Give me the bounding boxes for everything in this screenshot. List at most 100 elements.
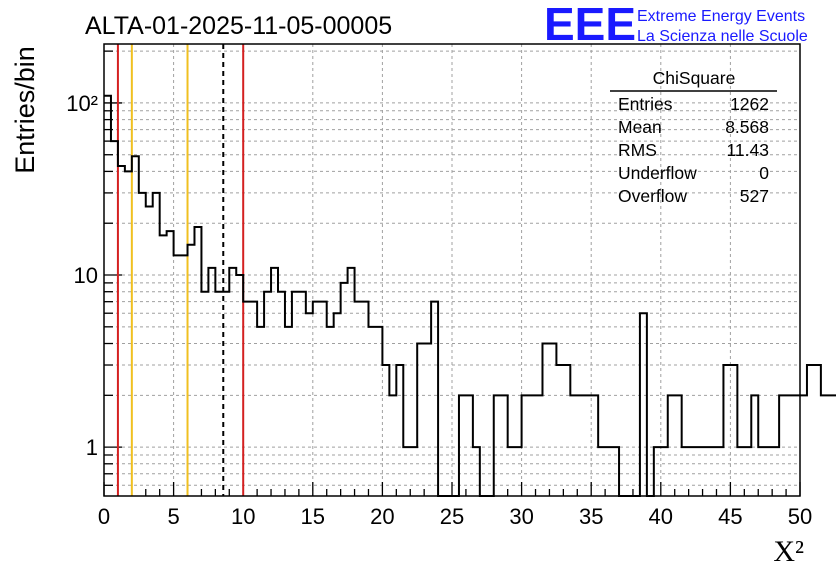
- histogram-bin: [396, 365, 403, 496]
- histogram-bin: [828, 395, 835, 496]
- histogram-bin: [501, 395, 508, 496]
- histogram-bin: [111, 141, 118, 496]
- logo: EEE Extreme Energy Events La Scienza nel…: [544, 0, 808, 50]
- x-axis-label: X²: [773, 535, 804, 568]
- histogram-bin: [577, 395, 584, 496]
- histogram-bin: [368, 327, 375, 496]
- x-tick-label: 10: [231, 504, 255, 529]
- histogram-bin: [459, 395, 466, 496]
- histogram-bin: [710, 447, 717, 496]
- histogram-bin: [257, 327, 264, 496]
- histogram-bin: [716, 447, 723, 496]
- x-tick-label: 45: [718, 504, 742, 529]
- histogram-bin: [800, 395, 807, 496]
- y-tick-labels: 1 10 10²: [66, 91, 98, 460]
- stats-value: 8.568: [725, 117, 769, 137]
- histogram-bin: [424, 344, 431, 496]
- stats-value: 1262: [730, 94, 769, 114]
- histogram-bin: [668, 395, 675, 496]
- x-tick-label: 30: [509, 504, 533, 529]
- histogram-bin: [431, 302, 438, 496]
- y-axis-label: Entries/bin: [10, 46, 40, 174]
- histogram-bin: [549, 344, 556, 496]
- histogram-bin: [403, 447, 410, 496]
- histogram-bin: [723, 365, 730, 496]
- histogram-bin: [215, 292, 222, 496]
- histogram-bin: [146, 207, 153, 496]
- histogram-bin: [605, 447, 612, 496]
- histogram-bin: [382, 365, 389, 496]
- stats-label: Entries: [618, 94, 673, 114]
- x-tick-label: 20: [370, 504, 394, 529]
- histogram-bin: [675, 395, 682, 496]
- stats-box: ChiSquare Entries 1262 Mean 8.568 RMS 11.43 Un…: [610, 68, 777, 206]
- histogram-bin: [744, 447, 751, 496]
- histogram-bin: [473, 447, 480, 496]
- histogram-bin: [320, 302, 327, 496]
- histogram-bin: [278, 292, 285, 496]
- histogram-bin: [139, 193, 146, 496]
- x-tick-label: 50: [788, 504, 812, 529]
- histogram-bin: [515, 447, 522, 496]
- histogram-bin: [640, 313, 647, 496]
- histogram-bin: [703, 447, 710, 496]
- stats-title: ChiSquare: [653, 68, 736, 88]
- histogram-bin: [508, 447, 515, 496]
- histogram-bin: [522, 395, 529, 496]
- histogram-bin: [529, 395, 536, 496]
- histogram-bin: [236, 275, 243, 496]
- histogram-bin: [389, 395, 396, 496]
- histogram-bin: [292, 292, 299, 496]
- histogram-bin: [222, 292, 229, 496]
- stats-value: 0: [759, 163, 769, 183]
- logo-line-2: La Scienza nelle Scuole: [637, 28, 808, 45]
- histogram-bin: [751, 395, 758, 496]
- histogram-bin: [730, 365, 737, 496]
- histogram-bin: [494, 395, 501, 496]
- histogram-bin: [786, 395, 793, 496]
- stats-value: 11.43: [727, 140, 770, 160]
- histogram-bin: [194, 227, 201, 496]
- histogram-bin: [536, 395, 543, 496]
- histogram-bin: [563, 365, 570, 496]
- histogram-bin: [306, 313, 313, 496]
- histogram-bin: [598, 447, 605, 496]
- histogram-bin: [362, 302, 369, 496]
- y-tick-label: 10: [74, 263, 98, 288]
- histogram-bin: [737, 447, 744, 496]
- histogram-bin: [132, 156, 139, 496]
- histogram-bin: [584, 395, 591, 496]
- x-tick-label: 35: [579, 504, 603, 529]
- plot-frame: [103, 43, 801, 497]
- histogram-bin: [250, 302, 257, 496]
- histogram-bin: [410, 447, 417, 496]
- histogram-bin: [466, 395, 473, 496]
- histogram-bin: [153, 193, 160, 496]
- y-tick-label: 1: [86, 435, 98, 460]
- histogram-bin: [591, 395, 598, 496]
- histogram-bin: [313, 302, 320, 496]
- histogram-bin: [807, 365, 814, 496]
- chart-title: ALTA-01-2025-11-05-00005: [85, 12, 392, 40]
- histogram-bin: [104, 96, 111, 496]
- x-tick-labels: 0 5 10 15 20 25 30 35 40 45 50: [98, 504, 812, 529]
- histogram-bin: [814, 365, 821, 496]
- histogram-bin: [542, 344, 549, 496]
- logo-line-1: Extreme Energy Events: [637, 8, 805, 25]
- x-tick-label: 40: [649, 504, 673, 529]
- stats-label: Underflow: [618, 163, 697, 183]
- histogram-bin: [772, 447, 779, 496]
- y-tick-label: 10²: [66, 91, 98, 116]
- histogram-bin: [570, 395, 577, 496]
- histogram-bin: [264, 292, 271, 496]
- grid: [104, 44, 800, 496]
- histogram-bin: [779, 395, 786, 496]
- histogram-bin: [661, 447, 668, 496]
- histogram-outline: [104, 94, 836, 497]
- histogram-bin: [654, 447, 661, 496]
- stats-label: Mean: [618, 117, 662, 137]
- stats-label: RMS: [618, 140, 657, 160]
- histogram-bin: [417, 344, 424, 496]
- histogram-bin: [243, 302, 250, 496]
